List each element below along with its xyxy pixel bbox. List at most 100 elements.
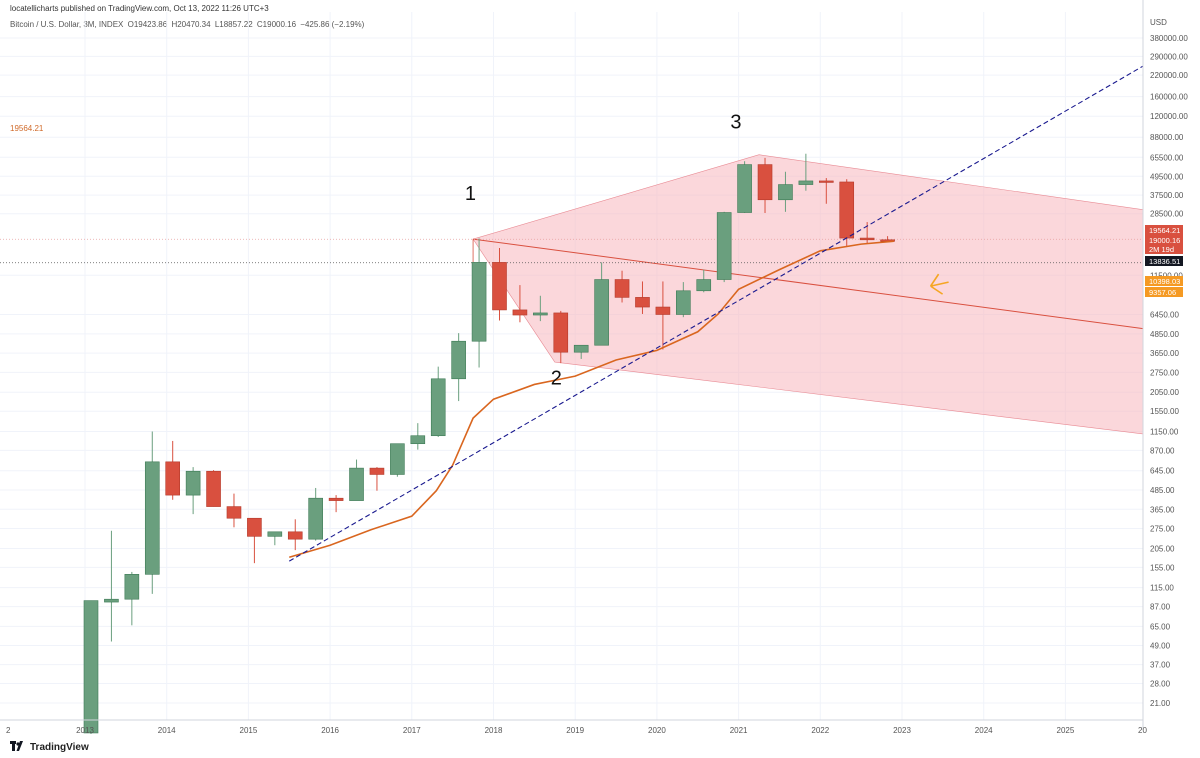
candle-body (594, 279, 609, 346)
candle-body (471, 262, 487, 342)
time-tick-label: 2018 (485, 726, 503, 735)
price-axis-currency: USD (1150, 18, 1167, 27)
candle-body (676, 290, 691, 315)
pitchfork-channel (472, 154, 1148, 435)
time-tick-label: 2 (6, 726, 11, 735)
time-tick-label: 2025 (1057, 726, 1075, 735)
ema-line (289, 240, 894, 559)
ohlc-change: −425.86 (−2.19%) (300, 20, 365, 29)
ema-value-label: 19564.21 (10, 124, 44, 133)
annotation-arrow (929, 273, 949, 295)
time-tick-label: 2014 (158, 726, 176, 735)
price-label-box (1145, 256, 1183, 266)
price-tick-label: 37500.00 (1150, 191, 1184, 200)
price-tick-label: 87.00 (1150, 603, 1171, 612)
wave-label-1: 1 (465, 183, 476, 205)
time-tick-label: 2019 (566, 726, 584, 735)
candle-body (696, 279, 712, 292)
time-tick-label: 2022 (811, 726, 829, 735)
time-tick-label: 2017 (403, 726, 421, 735)
price-tick-label: 205.00 (1150, 544, 1175, 553)
candle-body (716, 212, 732, 280)
candle-body (798, 180, 814, 185)
price-tick-label: 120000.00 (1150, 112, 1188, 121)
tradingview-logo-icon[interactable] (10, 741, 26, 754)
publisher-header: locatellicharts published on TradingView… (10, 4, 269, 13)
candle-body (206, 470, 221, 507)
candle-body (104, 598, 119, 603)
candle-body (778, 184, 793, 201)
price-label-countdown: 2M 19d (1149, 245, 1174, 254)
ohlc-legend: Bitcoin / U.S. Dollar, 3M, INDEX O19423.… (10, 20, 366, 29)
price-label-text: 13836.51 (1149, 257, 1180, 266)
time-tick-label: 2024 (975, 726, 993, 735)
candle-body (410, 435, 426, 445)
candle-body (492, 262, 507, 311)
candle-body (144, 461, 160, 575)
price-tick-label: 4850.00 (1150, 330, 1179, 339)
price-label-text: 10398.03 (1149, 277, 1180, 286)
candle-body (614, 279, 630, 298)
candle-body (83, 600, 99, 734)
price-label-box (1145, 276, 1183, 286)
price-tick-label: 220000.00 (1150, 71, 1188, 80)
candle-body (573, 344, 589, 353)
price-tick-label: 65.00 (1150, 622, 1171, 631)
symbol-name[interactable]: Bitcoin / U.S. Dollar, 3M, INDEX (10, 20, 124, 29)
pitchfork-median-line (473, 238, 1148, 330)
candle-body (328, 497, 344, 501)
candle-body (390, 443, 405, 475)
price-tick-label: 11500.00 (1150, 271, 1183, 280)
candle-body (757, 164, 773, 201)
candle-body (247, 517, 262, 537)
ohlc-high: H20470.34 (171, 20, 211, 29)
price-tick-label: 380000.00 (1150, 34, 1188, 43)
candle-body (267, 531, 283, 537)
candle-body (308, 497, 323, 540)
candle-body (655, 306, 671, 315)
price-tick-label: 65500.00 (1150, 153, 1184, 162)
price-tick-label: 2750.00 (1150, 368, 1179, 377)
candle-body (512, 309, 528, 316)
time-tick-label: 20 (1138, 726, 1147, 735)
price-tick-label: 49500.00 (1150, 172, 1184, 181)
candle-body (533, 312, 548, 316)
price-tick-label: 6450.00 (1150, 310, 1179, 319)
price-tick-label: 870.00 (1150, 446, 1175, 455)
price-label-box (1145, 235, 1183, 254)
price-tick-label: 1550.00 (1150, 407, 1179, 416)
ohlc-close: C19000.16 (256, 20, 297, 29)
ohlc-low: L18857.22 (214, 20, 253, 29)
candle-body (349, 467, 364, 501)
price-axis-bg (1143, 0, 1200, 758)
price-tick-label: 155.00 (1150, 563, 1175, 572)
time-tick-label: 2013 (76, 726, 94, 735)
price-tick-label: 2050.00 (1150, 388, 1179, 397)
candle-body (451, 340, 466, 380)
time-tick-label: 2023 (893, 726, 911, 735)
price-tick-label: 365.00 (1150, 505, 1175, 514)
price-tick-label: 485.00 (1150, 486, 1175, 495)
price-label-text: 9357.06 (1149, 288, 1176, 297)
price-tick-label: 28.00 (1150, 679, 1171, 688)
ohlc-open: O19423.86 (127, 20, 168, 29)
candle-body (737, 164, 752, 213)
candle-body (369, 467, 385, 475)
tradingview-brand[interactable]: TradingView (30, 742, 89, 753)
price-tick-label: 275.00 (1150, 525, 1175, 534)
candle-body (124, 574, 140, 600)
time-tick-label: 2020 (648, 726, 666, 735)
wave-label-3: 3 (730, 112, 741, 134)
candle-body (635, 297, 650, 308)
price-tick-label: 290000.00 (1150, 52, 1188, 61)
price-label-box (1145, 225, 1183, 235)
price-label-box (1145, 287, 1183, 297)
price-tick-label: 28500.00 (1150, 210, 1184, 219)
candle-body (859, 237, 875, 241)
candle-body (553, 312, 569, 353)
price-tick-label: 1150.00 (1150, 427, 1179, 436)
candle-body (185, 470, 201, 496)
time-tick-label: 2021 (730, 726, 748, 735)
footer: TradingView (10, 741, 89, 754)
